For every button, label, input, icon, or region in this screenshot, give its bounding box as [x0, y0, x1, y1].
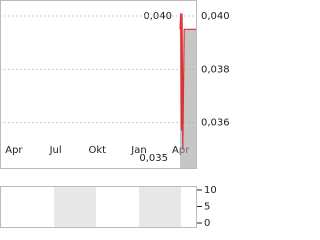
volume-band	[54, 186, 96, 228]
x-tick-label: Jan	[130, 145, 146, 156]
x-tick-label: Jul	[49, 145, 62, 156]
volume-plot	[0, 186, 197, 228]
y-tick-label: 0,036	[201, 118, 230, 129]
price-plot	[0, 0, 197, 169]
volume-band	[139, 186, 181, 228]
x-tick-label: Okt	[89, 145, 107, 156]
y-tick-label: 0,038	[201, 64, 230, 75]
y-tick-label: 5	[204, 202, 210, 213]
stock-chart: 0,040 0,035 0,0360,0380,040AprJulOktJanA…	[0, 0, 230, 229]
x-tick-label: Apr	[5, 145, 23, 156]
y-tick-label: 0,040	[201, 11, 230, 22]
low-label: 0,035	[139, 153, 168, 164]
y-tick-label: 0	[204, 218, 210, 229]
price-line	[179, 13, 196, 150]
y-tick-label: 10	[204, 185, 217, 196]
